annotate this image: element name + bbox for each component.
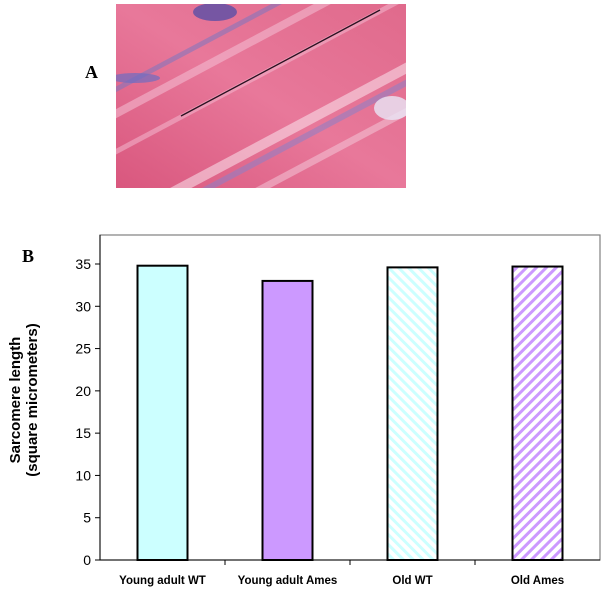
- x-category-label: Old WT: [392, 575, 432, 587]
- y-tick-label: 10: [75, 467, 91, 483]
- panel-label-b: B: [22, 246, 34, 266]
- x-category-label: Young adult Ames: [238, 575, 338, 587]
- panel-label-a: A: [85, 62, 98, 82]
- bar-old-ames: [511, 265, 564, 561]
- y-tick-label: 5: [83, 510, 91, 526]
- y-tick-label: 30: [75, 298, 91, 314]
- y-tick-label: 15: [75, 425, 91, 441]
- bar-young-adult-ames: [261, 279, 314, 561]
- y-tick-label: 20: [75, 383, 91, 399]
- y-axis-label-line2: (square micrometers): [24, 323, 41, 476]
- x-category-label: Young adult WT: [119, 575, 206, 587]
- y-axis-label-line1: Sarcomere length: [7, 337, 24, 464]
- bar-old-wt: [386, 266, 439, 561]
- x-category-label: Old Ames: [511, 575, 564, 587]
- y-tick-label: 35: [75, 256, 91, 272]
- bar-young-adult-wt: [136, 264, 189, 561]
- muscle-micrograph-image: [116, 4, 406, 188]
- y-tick-label: 25: [75, 341, 91, 357]
- y-tick-label: 0: [83, 552, 91, 568]
- bar-chart: 0 5 10 15 20 25 30 35 Young adult WT Young adult …: [75, 234, 601, 587]
